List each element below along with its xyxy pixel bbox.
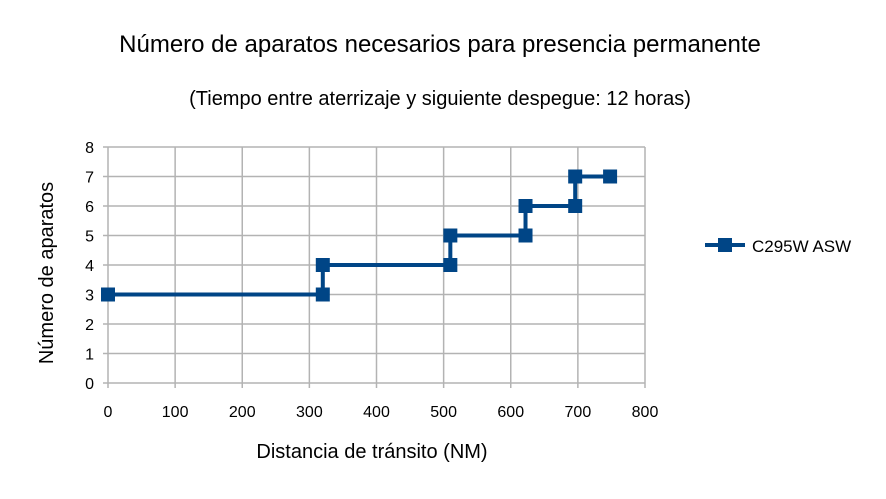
data-point xyxy=(603,169,618,184)
x-tick-label: 800 xyxy=(632,404,659,421)
legend-marker xyxy=(718,238,732,252)
data-point xyxy=(315,258,330,272)
x-tick-label: 700 xyxy=(565,404,592,421)
y-tick-label: 7 xyxy=(85,170,94,187)
legend: C295W ASW xyxy=(705,237,851,256)
y-tick-label: 1 xyxy=(85,347,94,364)
y-tick-label: 6 xyxy=(85,199,94,216)
y-tick-label: 3 xyxy=(85,288,94,305)
y-tick-label: 2 xyxy=(85,317,94,334)
data-point xyxy=(443,228,458,243)
data-point xyxy=(518,228,533,243)
data-point xyxy=(101,287,115,302)
data-point xyxy=(518,199,533,213)
x-tick-label: 0 xyxy=(104,404,113,421)
data-point xyxy=(568,199,583,213)
x-tick-label: 600 xyxy=(497,404,524,421)
y-tick-label: 8 xyxy=(85,140,94,157)
data-point xyxy=(315,287,330,302)
y-tick-label: 0 xyxy=(85,376,94,393)
x-tick-label: 500 xyxy=(430,404,457,421)
x-tick-label: 300 xyxy=(296,404,323,421)
y-tick-label: 4 xyxy=(85,258,94,275)
y-axis-label: Número de aparatos xyxy=(36,182,58,364)
y-tick-label: 5 xyxy=(85,229,94,246)
data-point xyxy=(568,169,583,184)
x-axis-label: Distancia de tránsito (NM) xyxy=(256,441,487,463)
x-tick-label: 400 xyxy=(363,404,390,421)
data-point xyxy=(443,258,458,272)
chart-subtitle: (Tiempo entre aterrizaje y siguiente des… xyxy=(189,88,691,110)
x-tick-label: 200 xyxy=(229,404,256,421)
chart-title: Número de aparatos necesarios para prese… xyxy=(119,31,761,58)
series-line xyxy=(108,174,611,297)
x-tick-label: 100 xyxy=(162,404,189,421)
legend-label: C295W ASW xyxy=(752,237,851,256)
